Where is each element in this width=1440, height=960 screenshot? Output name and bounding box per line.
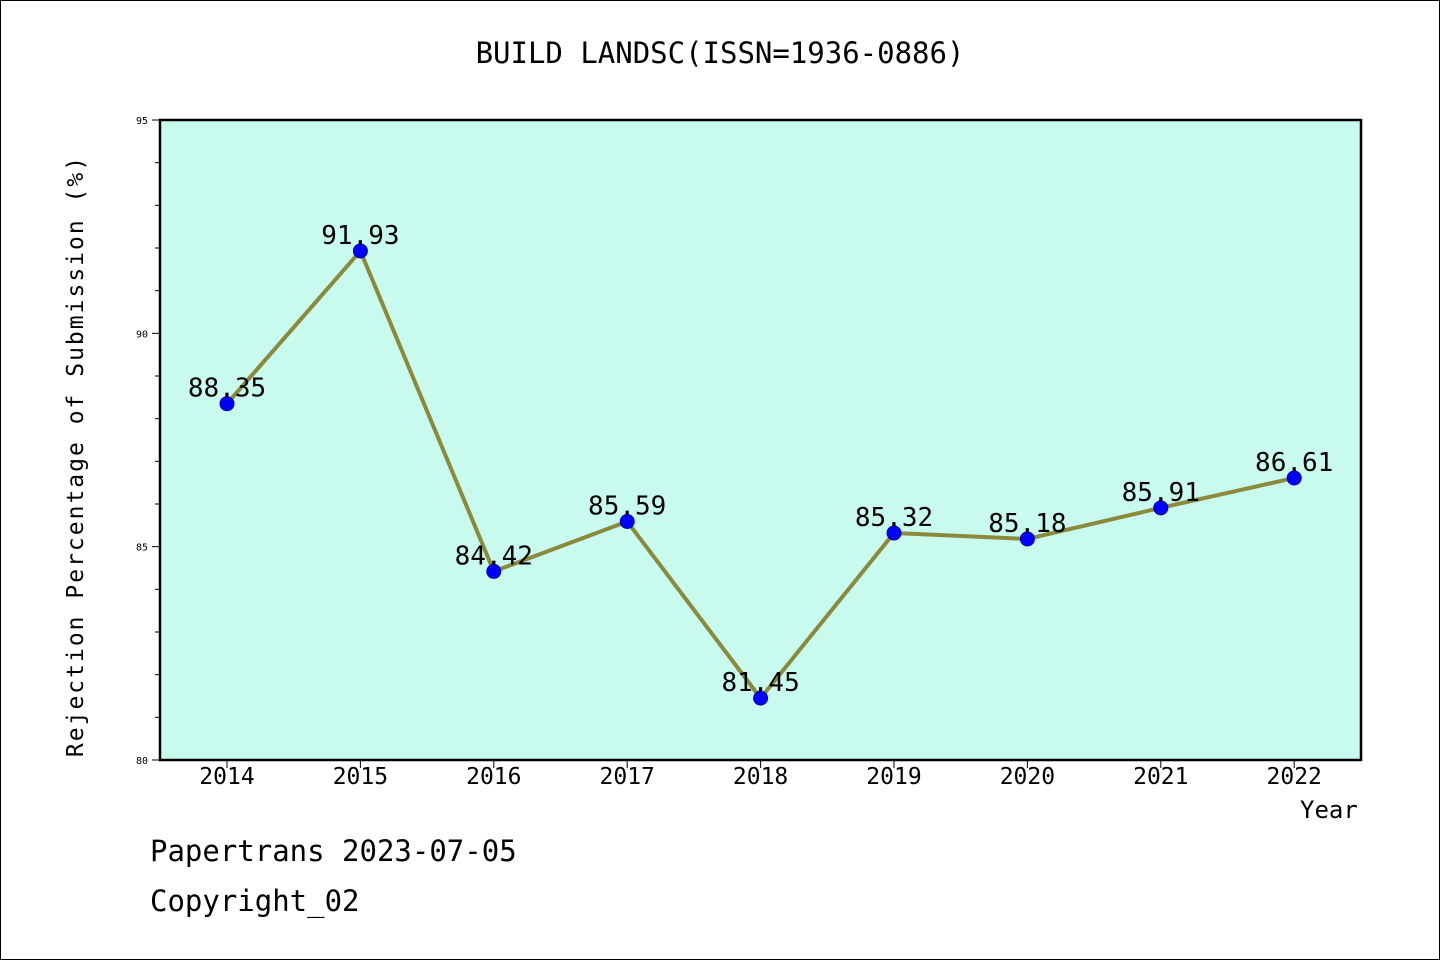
chart-title: BUILD LANDSC(ISSN=1936-0886): [475, 36, 965, 70]
y-tick-label: 80: [136, 756, 148, 767]
data-point: [1019, 531, 1035, 547]
data-point: [352, 243, 368, 259]
x-tick-label: 2020: [1000, 764, 1055, 790]
y-axis: 80 85 90 95: [136, 116, 160, 767]
x-tick-label: 2017: [600, 764, 655, 790]
x-tick-label: 2019: [866, 764, 921, 790]
data-point: [486, 563, 502, 579]
x-axis: 2014 2015 2016 2017 2018 2019 2020 2021 2022: [199, 760, 1322, 790]
data-label: 88.35: [188, 374, 266, 404]
data-markers: [219, 243, 1302, 706]
data-point: [1286, 470, 1302, 486]
footer-date-text: Papertrans 2023-07-05: [150, 834, 517, 868]
data-point: [1153, 500, 1169, 516]
data-label: 91.93: [321, 221, 399, 251]
plot-area: [160, 120, 1361, 760]
x-tick-label: 2015: [333, 764, 388, 790]
data-label: 85.18: [988, 509, 1066, 539]
data-label: 86.61: [1255, 448, 1333, 478]
x-tick-label: 2014: [199, 764, 254, 790]
data-point: [619, 513, 635, 529]
y-tick-label: 90: [136, 329, 148, 340]
data-label: 85.91: [1122, 478, 1200, 508]
data-labels: 88.35 91.93 84.42 85.59 81.45 85.32 85.18 85.91…: [188, 221, 1333, 698]
x-tick-label: 2022: [1267, 764, 1322, 790]
x-axis-label: Year: [1300, 796, 1358, 824]
x-tick-label: 2016: [466, 764, 521, 790]
plot-border: [158, 118, 1363, 762]
data-label: 81.45: [721, 668, 799, 698]
data-point: [886, 525, 902, 541]
x-tick-label: 2018: [733, 764, 788, 790]
footer-copyright-text: Copyright_02: [150, 884, 360, 918]
y-tick-label: 85: [136, 543, 148, 554]
y-tick-label: 95: [136, 116, 148, 127]
data-point: [219, 396, 235, 412]
data-label: 85.59: [588, 491, 666, 521]
data-label: 84.42: [455, 541, 533, 571]
data-point: [753, 690, 769, 706]
x-tick-label: 2021: [1133, 764, 1188, 790]
data-label: 85.32: [855, 503, 933, 533]
